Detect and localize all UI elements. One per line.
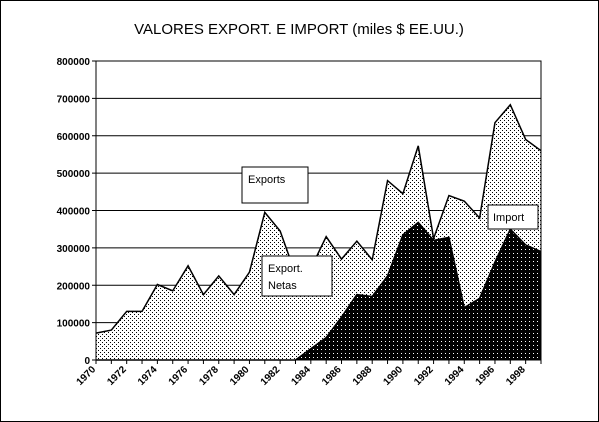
x-tick-label: 1998 (504, 364, 528, 388)
y-axis-ticks: 800000 700000 600000 500000 400000 300000 2000… (57, 57, 96, 367)
annotation-exports-box (241, 166, 309, 204)
annotation-netas: Export. Netas (261, 255, 333, 297)
x-tick-label: 1986 (320, 364, 344, 388)
annotation-import: Import (487, 204, 539, 230)
y-tick-label: 700000 (57, 94, 91, 105)
annotation-netas-label-line1: Export. (268, 263, 303, 275)
y-tick-label: 300000 (57, 244, 91, 255)
y-tick-label: 0 (84, 356, 90, 367)
series-areas (95, 103, 542, 361)
series-line-exports (95, 103, 542, 334)
x-tick-label: 1992 (412, 364, 436, 388)
annotation-import-box (487, 204, 539, 230)
x-tick-label: 1988 (351, 364, 375, 388)
x-tick-label: 1996 (474, 364, 498, 388)
annotation-import-label: Import (493, 212, 524, 224)
x-tick-label: 1974 (136, 364, 160, 388)
chart-title: VALORES EXPORT. E IMPORT (miles $ EE.UU.… (134, 21, 464, 38)
x-tick-label: 1972 (105, 364, 129, 388)
x-tick-label: 1976 (167, 364, 191, 388)
x-tick-label: 1982 (259, 364, 283, 388)
x-axis-ticks: 1970 1972 1974 1976 1978 1980 1982 1984 1986 1988… (75, 360, 542, 388)
annotation-exports: Exports (241, 166, 309, 204)
annotation-netas-label-line2: Netas (268, 280, 297, 292)
annotation-netas-box (261, 255, 333, 297)
x-tick-label: 1978 (197, 364, 221, 388)
x-tick-label: 1990 (382, 364, 406, 388)
y-tick-label: 100000 (57, 319, 91, 330)
x-tick-label: 1970 (75, 364, 99, 388)
y-tick-label: 500000 (57, 169, 91, 180)
y-tick-label: 800000 (57, 57, 91, 68)
y-tick-label: 400000 (57, 207, 91, 218)
series-area-import (96, 222, 541, 360)
x-tick-label: 1994 (443, 364, 467, 388)
x-tick-label: 1980 (228, 364, 252, 388)
y-tick-label: 600000 (57, 132, 91, 143)
annotation-exports-label: Exports (248, 174, 286, 186)
y-tick-label: 200000 (57, 281, 91, 292)
x-tick-label: 1984 (289, 364, 313, 388)
